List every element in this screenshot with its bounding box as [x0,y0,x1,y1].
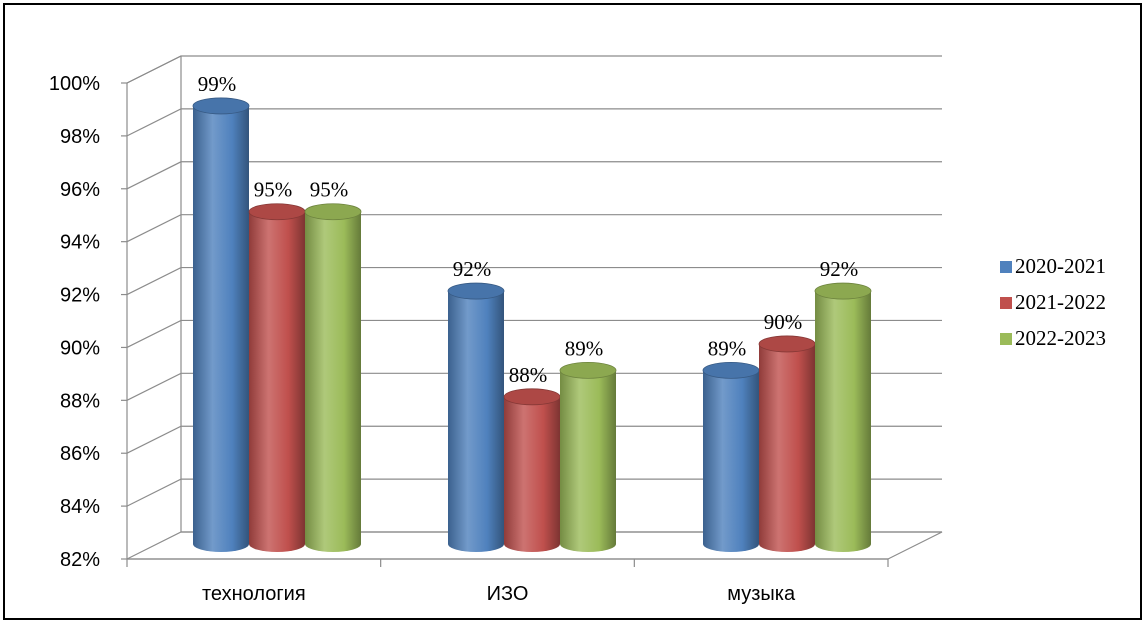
legend-label: 2020-2021 [1015,254,1106,278]
data-labels: 99% 95% 95% 92% 88% 89% 89% 90% 92% [198,72,859,387]
bar [702,361,760,552]
y-tick-label: 84% [60,496,100,518]
legend-swatch [1000,297,1012,309]
y-tick-label: 82% [60,549,100,571]
y-tick-label: 88% [60,390,100,412]
x-tick-label: музыка [727,583,796,605]
x-axis: технология ИЗО музыка [126,558,889,605]
bar [503,388,561,552]
gridline [126,266,942,296]
data-label: 89% [565,336,604,360]
gridline [126,478,942,507]
gridline [126,531,942,560]
data-label: 90% [764,310,803,334]
y-tick-label: 96% [60,179,100,201]
bar [304,203,362,552]
data-label: 92% [820,257,859,281]
bar [559,361,617,552]
gridline [126,108,942,137]
legend-swatch [1000,261,1012,273]
bar [814,282,872,552]
legend-label: 2021-2022 [1015,290,1106,314]
gridline [126,161,942,190]
y-tick-label: 92% [60,285,100,307]
gridline [126,425,942,454]
y-tick-label: 100% [49,73,100,95]
legend: 2020-2021 2021-2022 2022-2023 [1000,254,1106,350]
data-label: 99% [198,72,237,96]
y-tick-label: 94% [60,232,100,254]
y-tick-label: 86% [60,443,100,465]
y-tick-label: 98% [60,126,100,148]
gridline [126,319,942,348]
x-tick-label: ИЗО [487,583,529,605]
bar [192,97,250,552]
gridline [126,55,942,84]
legend-swatch [1000,333,1012,345]
y-axis-ticks: 82% 84% 86% 88% 90% 92% 94% 96% 98% 100% [49,73,127,571]
gridline [126,372,942,401]
gridline [126,214,942,243]
y-tick-label: 90% [60,337,100,359]
bar [447,282,505,552]
data-label: 89% [708,336,747,360]
x-tick-label: технология [202,583,306,605]
bar [758,335,816,552]
data-label: 92% [453,257,492,281]
bar [248,203,306,552]
bars [192,97,872,552]
data-label: 95% [254,178,293,202]
data-label: 95% [310,178,349,202]
legend-label: 2022-2023 [1015,326,1106,350]
gridlines [126,55,942,560]
data-label: 88% [509,363,548,387]
